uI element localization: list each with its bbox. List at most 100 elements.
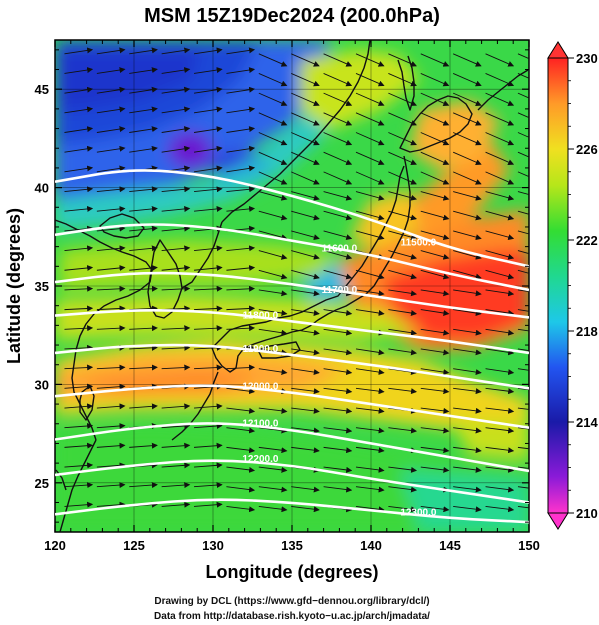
wind-vector-76 [96,145,126,153]
wind-vector-338 [323,486,353,493]
wind-vector-28 [485,73,515,87]
y-tick-label-4: 45 [35,82,49,97]
contour-label-5: 12000.0 [242,381,279,392]
wind-vector-199 [194,305,223,312]
wind-vector-102 [452,171,482,185]
wind-vector-312 [453,446,482,454]
wind-vector-132 [453,210,482,221]
wind-vector-249 [355,368,385,376]
wind-vector-296 [420,427,450,434]
wind-vector-274 [194,403,223,410]
wind-vector-254 [517,368,529,371]
wind-vector-224 [517,328,529,332]
wind-vector-176 [420,269,450,280]
contour-label-3: 11800.0 [243,310,279,321]
wind-vector-288 [161,423,191,429]
wind-vector-297 [453,427,482,434]
wind-vector-57 [452,112,482,126]
wind-vector-8 [323,53,353,67]
wind-vector-318 [161,462,191,469]
height-contour-4 [55,343,529,390]
wind-vector-6 [258,53,288,67]
wind-vector-37 [291,92,320,106]
wind-vector-216 [258,328,288,336]
wind-vector-281 [420,407,450,414]
wind-vector-208 [485,309,515,316]
footer-credit-data: Data from http://database.rish.kyoto−u.a… [154,611,430,622]
wind-vector-240 [64,364,94,371]
wind-vector-316 [96,462,126,469]
contour-label-1: 11600.0 [322,244,358,255]
wind-vector-23 [323,73,353,87]
wind-vector-67 [291,132,320,146]
wind-vector-0 [64,47,94,55]
wind-vector-247 [291,368,320,376]
wind-vector-192 [453,289,482,297]
wind-vector-213 [161,325,191,332]
wind-vector-52 [291,112,320,126]
wind-vector-164 [517,250,529,255]
wind-vector-84 [355,151,385,165]
wind-vector-194 [517,289,529,293]
wind-vector-291 [258,427,288,434]
wind-vector-262 [291,387,320,395]
wind-vector-348 [161,501,191,508]
wind-vector-175 [388,269,417,280]
wind-vector-237 [453,348,482,356]
wind-vector-308 [323,446,353,454]
colorbar-tick-label-4: 226 [576,142,598,157]
wind-vector-3 [161,47,191,55]
wind-vector-342 [453,486,482,493]
wind-vector-267 [453,387,482,395]
wind-vector-209 [517,309,529,312]
wind-vector-39 [355,92,385,106]
wind-vector-215 [226,325,256,332]
wind-vector-9 [355,53,385,67]
wind-vector-303 [161,442,191,449]
wind-vector-243 [161,364,191,371]
wind-vector-239 [517,348,529,352]
wind-vector-331 [96,482,126,489]
wind-vector-181 [96,285,126,292]
wind-vector-179 [517,269,529,274]
wind-vector-273 [161,403,191,410]
wind-vector-204 [355,309,385,316]
wind-vector-236 [420,348,450,356]
wind-vector-13 [485,53,515,67]
colorbar-tick-label-2: 218 [576,324,598,339]
wind-vector-47 [129,106,158,114]
wind-vector-32 [129,86,158,94]
wind-vector-189 [355,289,385,297]
wind-vector-58 [485,112,515,126]
wind-vector-200 [226,305,256,312]
wind-vector-149 [517,230,529,235]
wind-vector-278 [323,407,353,414]
x-tick-label-4: 140 [360,538,382,553]
wind-vector-169 [193,265,223,271]
wind-vector-100 [388,171,417,185]
wind-vector-271 [96,403,126,410]
wind-vector-49 [193,106,223,114]
wind-vector-81 [258,151,288,165]
wind-vector-88 [485,151,515,165]
wind-vector-284 [517,407,529,410]
wind-vector-324 [355,466,385,473]
wind-vector-270 [64,403,94,410]
wind-vector-260 [226,387,256,395]
wind-vector-155 [226,245,256,252]
wind-vector-65 [226,126,256,133]
wind-vector-123 [161,205,191,212]
wind-vector-345 [64,501,94,508]
height-contour-8 [55,498,529,524]
wind-vector-14 [517,53,529,60]
wind-vector-309 [355,446,385,454]
wind-vector-60 [64,126,94,133]
wind-vector-157 [291,250,320,260]
y-tick-label-1: 30 [35,377,49,392]
wind-vector-75 [64,145,94,153]
wind-vector-5 [226,47,256,55]
wind-vector-279 [355,407,385,414]
wind-vector-178 [485,269,515,280]
wind-vector-290 [226,427,256,434]
